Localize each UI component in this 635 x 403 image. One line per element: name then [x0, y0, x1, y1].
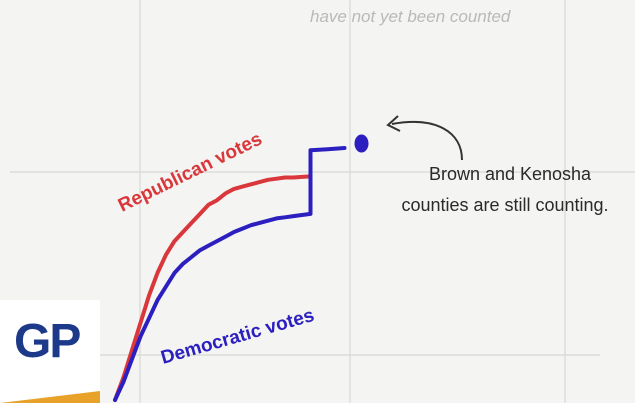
annotation-line-1: Brown and Kenosha: [429, 164, 592, 184]
series-line-democratic: [113, 146, 347, 402]
annotation-arrow-icon: [391, 120, 463, 161]
labels-layer: Republican votes Democratic votes: [115, 129, 317, 369]
logo-text: GP: [14, 315, 81, 368]
series-line-republican: [113, 174, 313, 402]
logo-stripe: [0, 391, 100, 403]
series-layer: [113, 134, 369, 402]
logo: GP: [0, 300, 100, 403]
series-label-democratic: Democratic votes: [159, 305, 317, 369]
top-note: have not yet been counted: [310, 7, 511, 26]
arrow-head-icon: [386, 115, 401, 132]
end-marker-dot: [354, 134, 369, 153]
annotation-line-2: counties are still counting.: [401, 195, 608, 215]
